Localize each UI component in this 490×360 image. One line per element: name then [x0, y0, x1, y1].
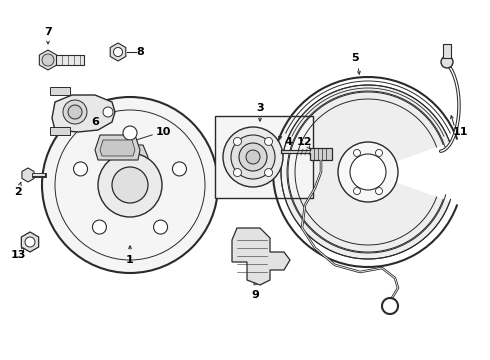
Text: 2: 2 [14, 187, 22, 197]
Circle shape [265, 138, 272, 145]
Polygon shape [39, 50, 57, 70]
Bar [50, 127, 70, 135]
Text: 11: 11 [452, 127, 468, 137]
Circle shape [63, 100, 87, 124]
Text: 13: 13 [10, 250, 25, 260]
Polygon shape [95, 135, 140, 160]
Circle shape [441, 56, 453, 68]
Polygon shape [232, 228, 290, 285]
Polygon shape [22, 232, 39, 252]
Circle shape [338, 142, 398, 202]
Bar [443, 44, 451, 58]
Circle shape [265, 168, 272, 176]
Circle shape [103, 107, 113, 117]
Circle shape [223, 127, 283, 187]
Bar [215, 116, 313, 198]
Circle shape [42, 54, 54, 66]
Text: 4: 4 [284, 137, 292, 147]
Circle shape [353, 188, 361, 194]
Text: 10: 10 [155, 127, 171, 137]
Circle shape [172, 162, 187, 176]
Circle shape [25, 237, 35, 247]
Bar [56, 55, 84, 65]
Text: 12: 12 [296, 137, 312, 147]
Circle shape [98, 153, 162, 217]
Circle shape [353, 149, 361, 157]
Text: 5: 5 [351, 53, 359, 63]
Text: 1: 1 [126, 255, 134, 265]
Circle shape [350, 154, 386, 190]
Polygon shape [108, 145, 148, 167]
Circle shape [375, 188, 383, 194]
Circle shape [93, 220, 106, 234]
Circle shape [231, 135, 275, 179]
Polygon shape [100, 140, 135, 156]
Circle shape [246, 150, 260, 164]
Text: 7: 7 [44, 27, 52, 37]
Text: 9: 9 [251, 290, 259, 300]
Text: 3: 3 [256, 103, 264, 113]
Circle shape [112, 167, 148, 203]
Polygon shape [22, 168, 34, 182]
Polygon shape [281, 85, 450, 259]
Circle shape [42, 97, 218, 273]
Circle shape [74, 162, 88, 176]
Text: 6: 6 [91, 117, 99, 127]
Polygon shape [52, 95, 115, 132]
Polygon shape [110, 43, 126, 61]
Circle shape [123, 126, 137, 140]
Circle shape [68, 105, 82, 119]
Circle shape [375, 149, 383, 157]
Text: 8: 8 [136, 47, 144, 57]
Bar [310, 148, 332, 160]
Circle shape [233, 168, 242, 176]
Circle shape [239, 143, 267, 171]
Circle shape [114, 48, 122, 57]
Bar [50, 87, 70, 95]
Circle shape [233, 138, 242, 145]
Circle shape [153, 220, 168, 234]
